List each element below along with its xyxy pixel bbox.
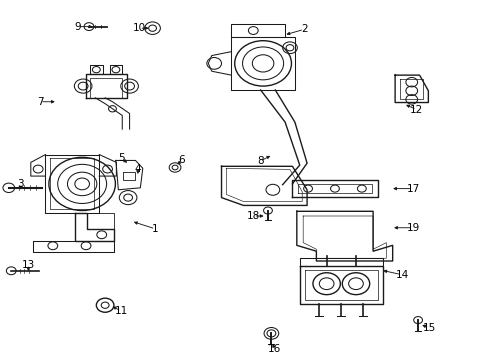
Text: 13: 13	[21, 260, 35, 270]
Text: 7: 7	[37, 97, 43, 107]
Text: 19: 19	[406, 223, 419, 233]
Text: 16: 16	[267, 344, 281, 354]
Text: 4: 4	[134, 164, 141, 174]
Text: 15: 15	[422, 323, 435, 333]
Text: 11: 11	[114, 306, 128, 316]
Text: 14: 14	[394, 270, 408, 280]
Text: 5: 5	[118, 153, 124, 163]
Text: 8: 8	[256, 156, 263, 166]
Text: 2: 2	[300, 24, 307, 34]
Text: 6: 6	[178, 156, 185, 166]
Text: 1: 1	[152, 224, 159, 234]
Text: 18: 18	[246, 211, 260, 221]
Text: 12: 12	[409, 104, 423, 114]
Text: 17: 17	[406, 184, 419, 194]
Text: 3: 3	[17, 179, 24, 189]
Text: 9: 9	[74, 22, 81, 32]
Text: 10: 10	[133, 23, 145, 33]
